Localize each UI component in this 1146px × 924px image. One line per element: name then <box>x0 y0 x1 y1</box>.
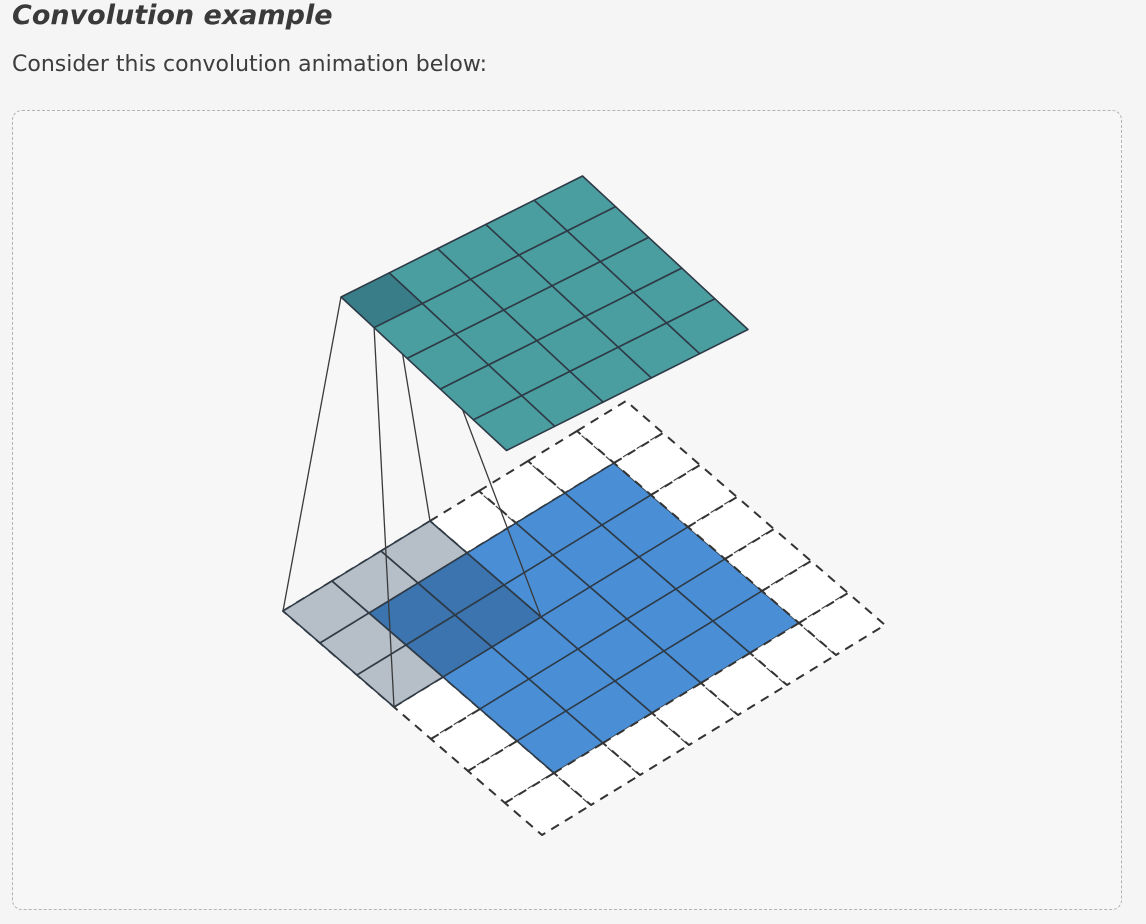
padding-cell <box>687 496 775 560</box>
projection-line <box>373 327 395 708</box>
intro-text: Consider this convolution animation belo… <box>12 52 488 77</box>
padding-cell <box>504 772 592 836</box>
section-title: Convolution example <box>12 0 333 31</box>
padding-cell <box>724 528 812 592</box>
padding-cell <box>430 708 518 772</box>
padding-cell <box>761 560 849 624</box>
kernel-window <box>282 520 542 708</box>
padding-cell <box>553 742 641 806</box>
padding-cell <box>527 430 615 494</box>
padding-cell <box>576 400 664 464</box>
animation-frame <box>12 110 1122 910</box>
output-cell <box>665 298 749 355</box>
convolution-diagram <box>282 175 886 836</box>
projection-line <box>282 296 342 612</box>
padding-cell <box>467 740 555 804</box>
padding-cell <box>613 432 701 496</box>
padding-cell <box>478 460 566 524</box>
output-layer <box>340 175 749 452</box>
padding-cell <box>798 592 886 656</box>
padding-cell <box>602 712 690 776</box>
padding-cell <box>651 682 739 746</box>
padding-cell <box>650 464 738 528</box>
padding-cell <box>749 622 837 686</box>
padding-cell <box>700 652 788 716</box>
